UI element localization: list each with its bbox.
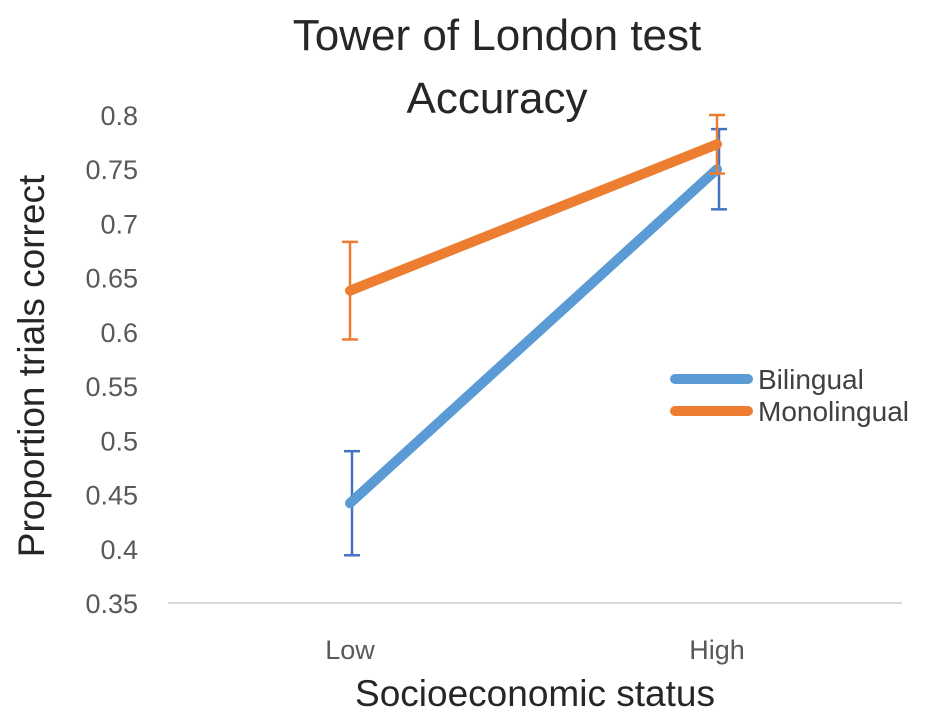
y-axis-title: Proportion trials correct bbox=[11, 174, 52, 557]
x-tick-label: Low bbox=[325, 635, 375, 665]
y-tick-label: 0.55 bbox=[85, 372, 138, 402]
y-tick-label: 0.75 bbox=[85, 155, 138, 185]
y-tick-label: 0.7 bbox=[100, 209, 138, 239]
series-line bbox=[345, 139, 722, 296]
series-bilingual bbox=[344, 127, 727, 557]
y-axis-ticks: 0.35 0.4 0.45 0.5 0.55 0.6 0.65 0.7 0.75 0.8 bbox=[85, 101, 138, 619]
series-layer bbox=[342, 113, 727, 557]
legend-item: Bilingual bbox=[670, 364, 864, 395]
y-tick-label: 0.65 bbox=[85, 264, 138, 294]
chart-title: Tower of London test bbox=[293, 11, 701, 60]
legend-label: Bilingual bbox=[758, 364, 864, 395]
y-tick-label: 0.4 bbox=[100, 535, 138, 565]
y-tick-label: 0.6 bbox=[100, 318, 138, 348]
y-tick-label: 0.5 bbox=[100, 426, 138, 456]
legend-label: Monolingual bbox=[758, 396, 909, 427]
x-axis-title: Socioeconomic status bbox=[355, 673, 715, 714]
legend-item: Monolingual bbox=[670, 396, 909, 427]
y-tick-label: 0.8 bbox=[100, 101, 138, 131]
chart-subtitle: Accuracy bbox=[407, 74, 588, 123]
x-tick-label: High bbox=[689, 635, 745, 665]
series-line bbox=[345, 164, 722, 509]
y-tick-label: 0.45 bbox=[85, 481, 138, 511]
x-axis-ticks: Low High bbox=[325, 635, 745, 665]
y-tick-label: 0.35 bbox=[85, 589, 138, 619]
series-monolingual bbox=[342, 113, 725, 341]
